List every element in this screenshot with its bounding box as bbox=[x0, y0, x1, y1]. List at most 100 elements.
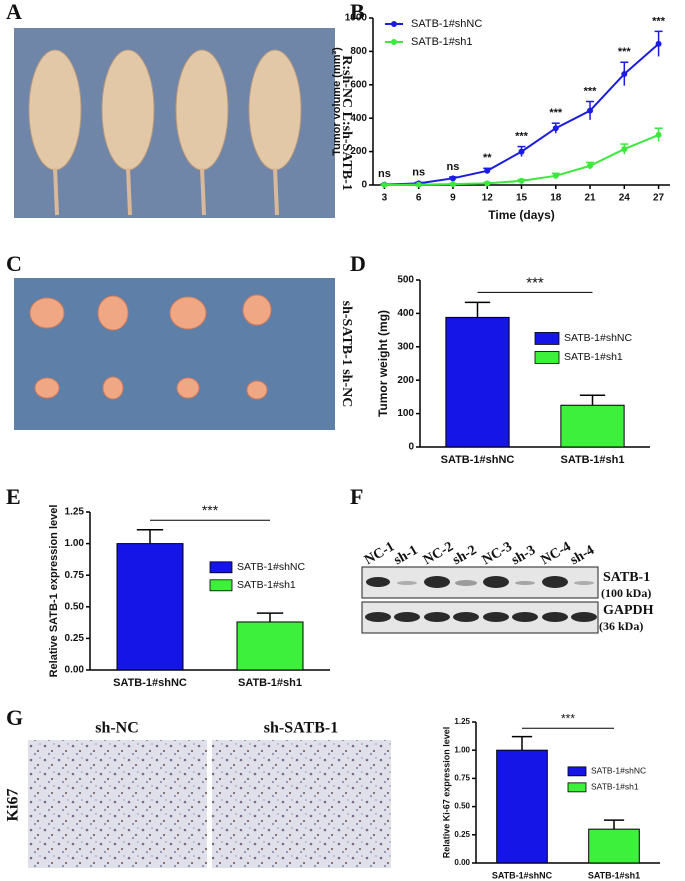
y-tick-label: 0.50 bbox=[454, 802, 470, 811]
y-tick-label: 0.00 bbox=[65, 665, 85, 676]
y-tick-label: 1.00 bbox=[65, 538, 85, 549]
lane-label: sh-2 bbox=[450, 543, 479, 568]
significance-label: *** bbox=[549, 107, 563, 119]
significance-label: *** bbox=[526, 274, 544, 291]
x-tick-label: 15 bbox=[516, 193, 528, 204]
row-label: Ki67 bbox=[5, 789, 22, 822]
point bbox=[621, 70, 628, 77]
x-tick-label: 3 bbox=[382, 193, 388, 204]
significance-label: *** bbox=[618, 46, 632, 58]
column-label: sh-SATB-1 bbox=[264, 720, 338, 737]
y-tick-label: 800 bbox=[350, 46, 367, 57]
y-tick-label: 200 bbox=[397, 375, 414, 386]
point bbox=[449, 181, 456, 188]
legend-label: SATB-1#shNC bbox=[411, 18, 482, 30]
tumor-photo bbox=[14, 278, 335, 430]
y-tick-label: 200 bbox=[350, 146, 367, 157]
significance-label: *** bbox=[561, 711, 575, 725]
legend-swatch bbox=[534, 332, 560, 345]
x-tick-label: 6 bbox=[416, 193, 422, 204]
legend-label: SATB-1#sh1 bbox=[591, 782, 639, 792]
y-tick-label: 0 bbox=[361, 180, 367, 191]
significance-label: ** bbox=[483, 152, 492, 164]
x-tick-label: SATB-1#shNC bbox=[113, 677, 187, 689]
significance-label: ns bbox=[447, 161, 460, 173]
point bbox=[552, 125, 559, 132]
x-tick-label: SATB-1#sh1 bbox=[238, 677, 302, 689]
y-tick-label: 0.25 bbox=[65, 633, 85, 644]
point bbox=[621, 146, 628, 153]
column-label: sh-NC bbox=[95, 720, 139, 737]
y-tick-label: 100 bbox=[397, 408, 414, 419]
point bbox=[655, 40, 662, 47]
lane-label: NC-2 bbox=[421, 539, 456, 568]
legend-label: SATB-1#shNC bbox=[564, 332, 632, 344]
x-tick-label: 21 bbox=[584, 193, 596, 204]
x-tick-label: SATB-1#sh1 bbox=[561, 454, 625, 466]
significance-label: ns bbox=[412, 166, 425, 178]
y-axis-label: Relative Ki-67 expression level bbox=[442, 727, 452, 859]
legend-label: SATB-1#sh1 bbox=[564, 351, 623, 363]
point bbox=[415, 181, 422, 188]
significance-label: *** bbox=[515, 130, 529, 142]
x-tick-label: SATB-1#shNC bbox=[441, 454, 515, 466]
x-tick-label: 24 bbox=[619, 193, 631, 204]
panel-label: D bbox=[350, 251, 366, 276]
x-tick-label: 27 bbox=[653, 193, 665, 204]
lane-label: NC-4 bbox=[539, 539, 574, 568]
legend-swatch bbox=[209, 561, 233, 574]
legend-swatch bbox=[209, 579, 233, 592]
point bbox=[484, 167, 491, 174]
x-tick-label: 12 bbox=[482, 193, 494, 204]
y-axis-label: Tumor volume (mm³) bbox=[331, 47, 343, 156]
band-name: GAPDH bbox=[603, 603, 654, 618]
legend-swatch bbox=[567, 766, 587, 777]
significance-label: *** bbox=[202, 502, 219, 518]
y-tick-label: 600 bbox=[350, 79, 367, 90]
legend-marker bbox=[391, 39, 397, 45]
lane-label: sh-3 bbox=[509, 543, 538, 568]
legend-label: SATB-1#sh1 bbox=[237, 579, 296, 591]
point bbox=[381, 182, 388, 188]
side-label: sh-SATB-1 sh-NC bbox=[339, 301, 354, 408]
panel-label: C bbox=[6, 251, 22, 276]
point bbox=[655, 131, 662, 138]
legend-label: SATB-1#shNC bbox=[237, 561, 305, 573]
point bbox=[484, 180, 491, 187]
band-size: (36 kDa) bbox=[599, 619, 643, 633]
point bbox=[449, 175, 456, 182]
bar bbox=[588, 828, 640, 864]
point bbox=[587, 107, 594, 114]
x-tick-label: SATB-1#shNC bbox=[492, 870, 553, 880]
series-line bbox=[384, 43, 660, 186]
y-tick-label: 300 bbox=[397, 341, 414, 352]
lane-label: NC-3 bbox=[480, 539, 515, 568]
legend-swatch bbox=[567, 782, 587, 793]
significance-label: ns bbox=[378, 168, 391, 180]
point bbox=[518, 148, 525, 155]
y-tick-label: 0.75 bbox=[454, 774, 470, 783]
y-tick-label: 0.75 bbox=[65, 570, 85, 581]
y-tick-label: 0.50 bbox=[65, 601, 85, 612]
mouse-photo bbox=[14, 28, 335, 218]
x-tick-label: SATB-1#sh1 bbox=[588, 870, 640, 880]
y-tick-label: 400 bbox=[350, 113, 367, 124]
y-tick-label: 1.25 bbox=[65, 507, 85, 518]
panel-label: A bbox=[6, 0, 22, 24]
legend-marker bbox=[391, 21, 397, 27]
x-tick-label: 9 bbox=[450, 193, 456, 204]
y-axis-label: Tumor weight (mg) bbox=[376, 310, 390, 417]
band-size: (100 kDa) bbox=[601, 586, 651, 600]
side-label: R:sh-NC L:sh-SATB-1 bbox=[339, 55, 354, 190]
bar bbox=[445, 316, 510, 448]
legend-swatch bbox=[534, 351, 560, 364]
legend-label: SATB-1#shNC bbox=[591, 766, 646, 776]
x-tick-label: 18 bbox=[550, 193, 562, 204]
legend-label: SATB-1#sh1 bbox=[411, 36, 473, 48]
panel-label: G bbox=[6, 705, 23, 730]
y-tick-label: 0.00 bbox=[454, 858, 470, 867]
y-tick-label: 1.00 bbox=[454, 745, 470, 754]
y-tick-label: 1.25 bbox=[454, 717, 470, 726]
x-axis-label: Time (days) bbox=[488, 208, 554, 222]
y-axis-label: Relative SATB-1 expression level bbox=[48, 505, 60, 678]
